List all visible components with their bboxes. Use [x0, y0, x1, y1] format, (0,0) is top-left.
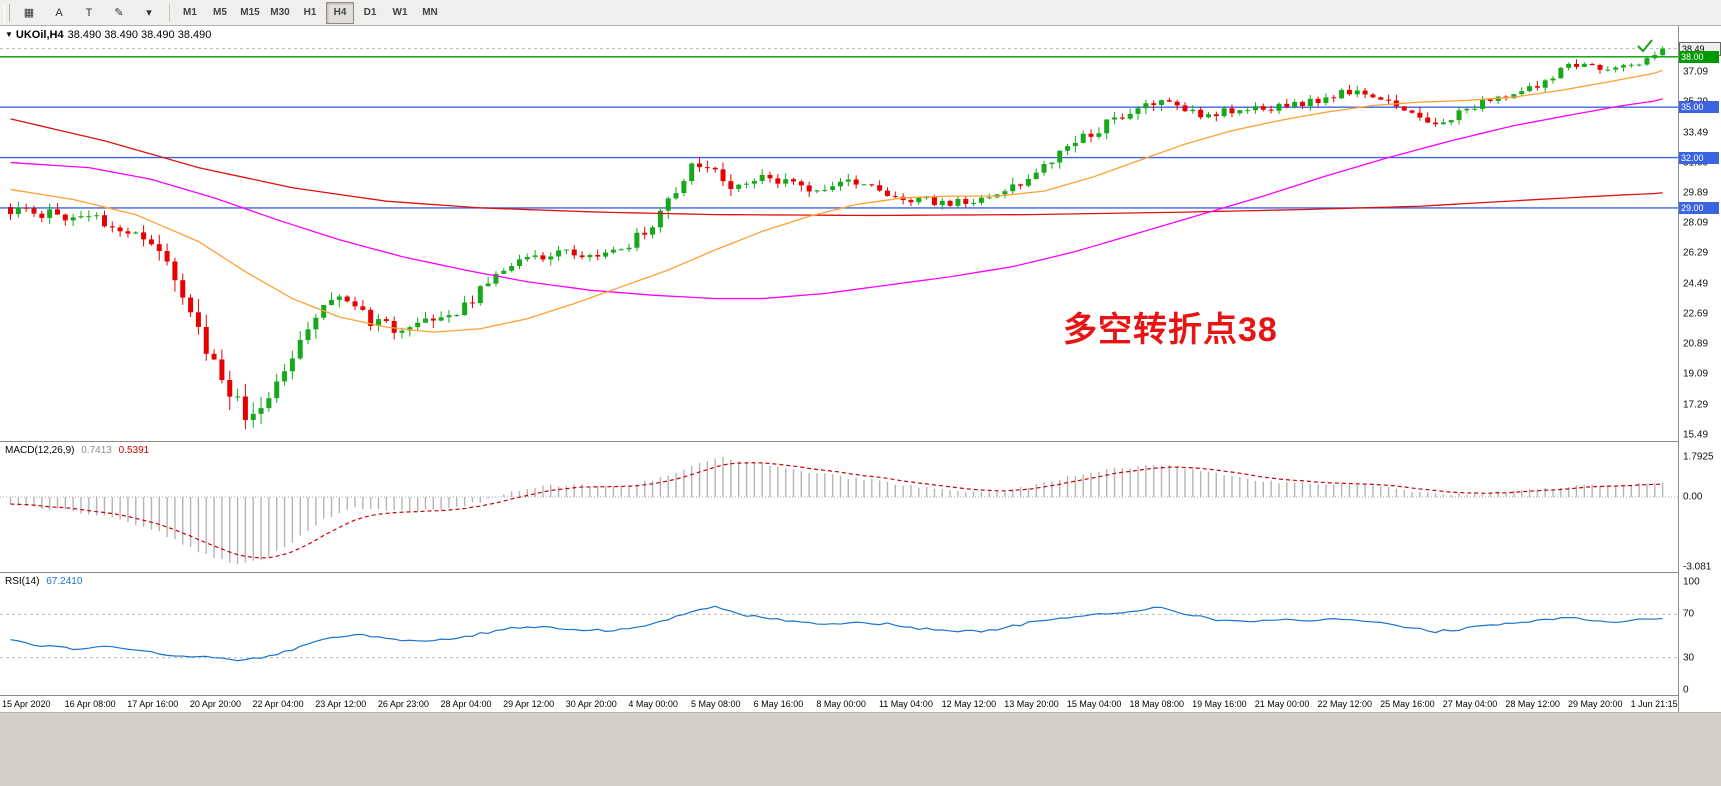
- price-axis-label: 33.49: [1683, 127, 1709, 138]
- time-label: 18 May 08:00: [1129, 699, 1185, 709]
- timeframe-button-h4[interactable]: H4: [326, 1, 354, 24]
- toolbar-separator: [169, 3, 170, 22]
- price-axis-label: 29.89: [1683, 187, 1709, 199]
- time-label: 27 May 04:00: [1442, 699, 1498, 709]
- time-label: 15 May 04:00: [1066, 699, 1122, 709]
- time-label: 22 May 12:00: [1317, 699, 1372, 709]
- time-label: 4 May 00:00: [628, 699, 678, 709]
- time-label: 17 Apr 16:00: [127, 699, 179, 709]
- timeframe-button-m15[interactable]: M15: [240, 7, 260, 18]
- trade-marker-icon: [1637, 39, 1653, 53]
- chart-grid-button[interactable]: ▦: [23, 7, 35, 19]
- time-label: 1 Jun 21:15: [1630, 699, 1678, 709]
- rsi-line: [10, 605, 1663, 662]
- time-label: 12 May 12:00: [941, 699, 997, 709]
- macd-axis-label: -3.081: [1683, 561, 1712, 573]
- rsi-axis-label: 70: [1683, 608, 1695, 620]
- time-label: 23 Apr 12:00: [315, 699, 367, 709]
- chart-frame: ▼ UKOil,H4 38.490 38.490 38.490 38.490 MAC…: [0, 26, 1721, 713]
- chart-canvas[interactable]: [0, 26, 1678, 695]
- annotation-text: 多空转折点38: [1063, 311, 1278, 349]
- draw-objects-caret-button[interactable]: ▾: [146, 7, 152, 19]
- price-tag-38.00: 38.00: [1679, 50, 1719, 63]
- price-axis-label: 26.29: [1683, 247, 1709, 259]
- time-label: 28 Apr 04:00: [440, 699, 492, 709]
- rsi-title: RSI(14): [5, 576, 40, 587]
- macd-axis-label: 1.7925: [1683, 451, 1714, 463]
- time-label: 26 Apr 23:00: [377, 699, 429, 709]
- time-label: 22 Apr 04:00: [252, 699, 304, 709]
- price-axis-label: 22.69: [1683, 308, 1709, 320]
- rsi-value: 67.2410: [46, 576, 83, 587]
- time-label: 28 May 12:00: [1505, 699, 1560, 709]
- time-label: 11 May 04:00: [878, 699, 933, 709]
- time-label: 8 May 00:00: [816, 699, 866, 709]
- macd-header: MACD(12,26,9) 0.7413 0.5391: [5, 445, 149, 456]
- time-label: 6 May 16:00: [753, 699, 804, 709]
- price-axis-label: 17.29: [1683, 399, 1709, 410]
- timeframe-button-h1[interactable]: H1: [303, 7, 317, 18]
- time-label: 19 May 16:00: [1192, 699, 1247, 709]
- time-label: 16 Apr 08:00: [64, 699, 116, 709]
- price-tag-29.00: 29.00: [1679, 201, 1719, 214]
- time-axis[interactable]: 15 Apr 2020 16 Apr 08:00 17 Apr 16:00 20 Ap…: [0, 695, 1678, 713]
- symbol-quotes: 38.490 38.490 38.490 38.490: [67, 29, 212, 41]
- right-axis[interactable]: 37.0935.2933.4931.6929.8928.0926.2924.49…: [1678, 26, 1721, 712]
- timeframe-button-m5[interactable]: M5: [213, 7, 227, 18]
- timeframe-group: M1 M5 M15 M30 H1 H4 D1 W1 MN: [175, 1, 445, 24]
- time-label: 25 May 16:00: [1380, 699, 1435, 709]
- macd-title: MACD(12,26,9): [5, 445, 75, 456]
- time-label: 5 May 08:00: [691, 699, 741, 709]
- macd-value-signal: 0.5391: [118, 445, 150, 456]
- toolbar-grip[interactable]: [4, 3, 10, 22]
- ma-line-red: [10, 118, 1663, 217]
- price-axis-label: 28.09: [1683, 217, 1709, 229]
- tool-group: ▦ A T ✎ ▾: [14, 2, 164, 24]
- cursor-a-button[interactable]: A: [55, 6, 63, 19]
- time-label: 29 May 20:00: [1568, 699, 1623, 709]
- price-tag-32.00: 32.00: [1679, 151, 1719, 164]
- timeframe-button-w1[interactable]: W1: [392, 7, 408, 18]
- time-label: 20 Apr 20:00: [189, 699, 241, 709]
- symbol-dropdown-icon[interactable]: ▼: [5, 30, 13, 39]
- text-t-button[interactable]: T: [85, 6, 93, 19]
- symbol-name: UKOil,H4: [15, 29, 64, 41]
- rsi-axis-label: 100: [1683, 576, 1700, 588]
- price-axis-label: 20.89: [1683, 338, 1709, 350]
- macd-signal-line: [10, 462, 1663, 559]
- ma-line-magenta: [10, 98, 1663, 300]
- time-label: 30 Apr 20:00: [565, 699, 617, 709]
- rsi-axis-label: 30: [1683, 652, 1695, 664]
- timeframe-button-m1[interactable]: M1: [183, 7, 197, 18]
- draw-objects-button[interactable]: ✎: [114, 7, 124, 19]
- price-axis-label: 19.09: [1683, 368, 1709, 380]
- price-axis-label: 37.09: [1683, 66, 1709, 78]
- ma-line-orange: [10, 69, 1663, 333]
- macd-value-main: 0.7413: [81, 445, 112, 456]
- symbol-header: ▼ UKOil,H4 38.490 38.490 38.490 38.490: [5, 29, 211, 41]
- timeframe-button-m30[interactable]: M30: [270, 7, 290, 18]
- time-label: 21 May 00:00: [1254, 699, 1310, 709]
- status-area: [0, 712, 1721, 786]
- time-label: 29 Apr 12:00: [503, 699, 555, 709]
- macd-histogram: [9, 456, 1664, 565]
- timeframe-button-d1[interactable]: D1: [363, 7, 377, 18]
- toolbar: ▦ A T ✎ ▾ M1 M5 M15 M30 H1 H4 D1 W1 MN: [0, 0, 1721, 26]
- time-label: 15 Apr 2020: [2, 699, 51, 709]
- price-tag-35.00: 35.00: [1679, 101, 1719, 114]
- time-label: 13 May 20:00: [1004, 699, 1059, 709]
- candlestick-series: [8, 46, 1666, 430]
- price-axis-label: 15.49: [1683, 429, 1709, 441]
- timeframe-button-mn[interactable]: MN: [422, 7, 438, 18]
- rsi-header: RSI(14) 67.2410: [5, 576, 82, 587]
- price-axis-label: 24.49: [1683, 278, 1709, 290]
- rsi-axis-label: 0: [1683, 684, 1689, 696]
- macd-axis-label: 0.00: [1683, 491, 1703, 503]
